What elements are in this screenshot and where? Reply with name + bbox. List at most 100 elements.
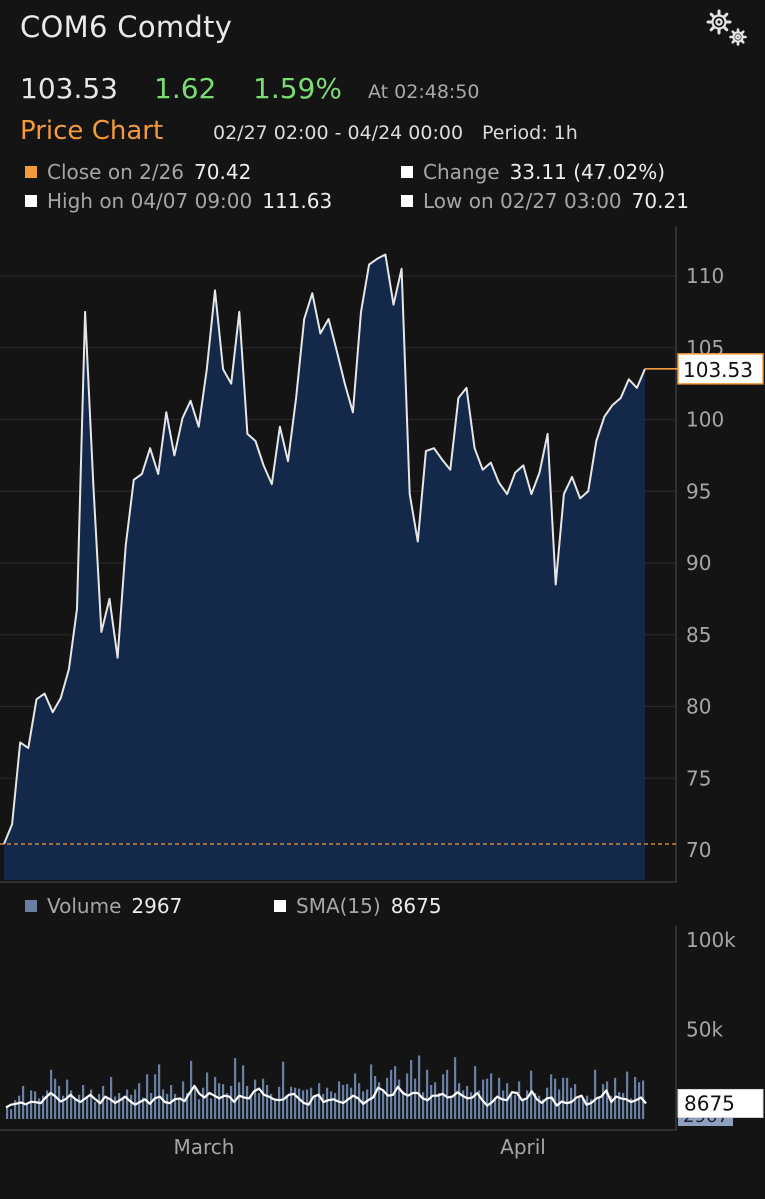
volume-bar xyxy=(630,1098,633,1119)
volume-bar xyxy=(590,1099,593,1119)
gear-icon[interactable] xyxy=(704,8,750,48)
volume-bar xyxy=(474,1066,477,1119)
volume-bar xyxy=(30,1090,33,1119)
volume-bar xyxy=(62,1095,65,1119)
volume-bar xyxy=(334,1093,337,1119)
y-tick-label: 85 xyxy=(686,623,711,647)
volume-swatch-icon xyxy=(25,900,37,912)
volume-bar xyxy=(226,1093,229,1119)
volume-bar xyxy=(618,1092,621,1119)
volume-bar xyxy=(142,1097,145,1119)
orange-square-icon xyxy=(25,166,37,178)
y-tick-label: 80 xyxy=(686,695,711,719)
volume-bar xyxy=(494,1097,497,1119)
volume-bar xyxy=(606,1081,609,1119)
stat-close: Close on 2/26 70.42 xyxy=(25,160,251,184)
volume-bar xyxy=(518,1081,521,1119)
volume-bar xyxy=(478,1090,481,1119)
volume-bar xyxy=(162,1089,165,1119)
volume-bar xyxy=(446,1069,449,1119)
high-label: High on 04/07 09:00 xyxy=(47,189,253,213)
volume-bar xyxy=(526,1090,529,1119)
volume-bar xyxy=(510,1093,513,1119)
sma-value: 8675 xyxy=(390,894,442,918)
volume-bar xyxy=(186,1093,189,1119)
volume-bar xyxy=(382,1090,385,1119)
volume-bar xyxy=(210,1098,213,1119)
volume-bar xyxy=(282,1061,285,1119)
period-selector[interactable]: Period: 1h xyxy=(482,122,578,144)
change-label: Change xyxy=(423,160,500,184)
volume-bar xyxy=(402,1091,405,1119)
volume-bar xyxy=(218,1083,221,1119)
stat-high: High on 04/07 09:00 111.63 xyxy=(25,189,332,213)
volume-bar xyxy=(450,1095,453,1119)
volume-bar xyxy=(374,1076,377,1119)
volume-bar xyxy=(278,1086,281,1119)
volume-bar xyxy=(126,1089,129,1119)
volume-bar xyxy=(546,1087,549,1119)
volume-bar xyxy=(6,1106,9,1119)
change-value: 33.11 (47.02%) xyxy=(509,160,666,184)
volume-bar xyxy=(298,1088,301,1119)
volume-bar xyxy=(34,1091,37,1119)
volume-bar xyxy=(294,1087,297,1119)
volume-bar xyxy=(358,1083,361,1119)
volume-bar xyxy=(554,1078,557,1119)
volume-bar xyxy=(274,1099,277,1119)
volume-bar xyxy=(370,1064,373,1119)
volume-bar xyxy=(230,1085,233,1119)
volume-bar xyxy=(70,1090,73,1119)
volume-bar xyxy=(158,1064,161,1119)
volume-bar xyxy=(114,1096,117,1119)
volume-bar xyxy=(426,1069,429,1119)
volume-bar xyxy=(462,1090,465,1119)
x-tick-label: April xyxy=(500,1135,546,1159)
volume-bar xyxy=(198,1099,201,1119)
volume-bar xyxy=(138,1083,141,1119)
stat-low: Low on 02/27 03:00 70.21 xyxy=(401,189,689,213)
price-chart-title: Price Chart xyxy=(20,116,164,146)
volume-bar xyxy=(442,1074,445,1120)
volume-bar xyxy=(166,1093,169,1119)
y-tick-label: 90 xyxy=(686,551,711,575)
volume-chart[interactable]: 50k100k29678675MarchApril xyxy=(0,920,765,1190)
volume-bar xyxy=(106,1098,109,1119)
volume-bar xyxy=(578,1097,581,1119)
ticker-title: COM6 Comdty xyxy=(20,10,233,44)
volume-bar xyxy=(58,1085,61,1119)
volume-bar xyxy=(586,1095,589,1119)
volume-bar xyxy=(582,1098,585,1119)
white-square-icon xyxy=(25,195,37,207)
volume-bar xyxy=(118,1093,121,1119)
sma-label: SMA(15) xyxy=(296,894,381,918)
volume-bar xyxy=(254,1079,257,1119)
date-range[interactable]: 02/27 02:00 - 04/24 00:00 xyxy=(213,122,464,144)
volume-bar xyxy=(234,1058,237,1119)
volume-bar xyxy=(302,1090,305,1119)
volume-bar xyxy=(626,1071,629,1119)
low-label: Low on 02/27 03:00 xyxy=(423,189,622,213)
volume-bar xyxy=(602,1084,605,1119)
last-price-tag xyxy=(677,353,764,385)
volume-bar xyxy=(490,1073,493,1119)
volume-bar xyxy=(542,1099,545,1119)
sma-legend: SMA(15) 8675 xyxy=(274,894,442,918)
y-tick-label: 110 xyxy=(686,264,724,288)
volume-bar xyxy=(386,1077,389,1119)
volume-bar xyxy=(502,1090,505,1119)
volume-bar xyxy=(562,1077,565,1119)
volume-bar xyxy=(430,1085,433,1119)
volume-bar xyxy=(238,1082,241,1119)
volume-bar xyxy=(594,1069,597,1119)
volume-bar xyxy=(362,1091,365,1119)
volume-bar xyxy=(622,1093,625,1119)
price-area xyxy=(4,254,645,880)
volume-bar xyxy=(82,1085,85,1119)
volume-bar xyxy=(574,1084,577,1119)
volume-bar xyxy=(378,1082,381,1119)
volume-bar xyxy=(482,1079,485,1119)
volume-bar xyxy=(94,1102,97,1119)
volume-legend: Volume 2967 xyxy=(25,894,182,918)
